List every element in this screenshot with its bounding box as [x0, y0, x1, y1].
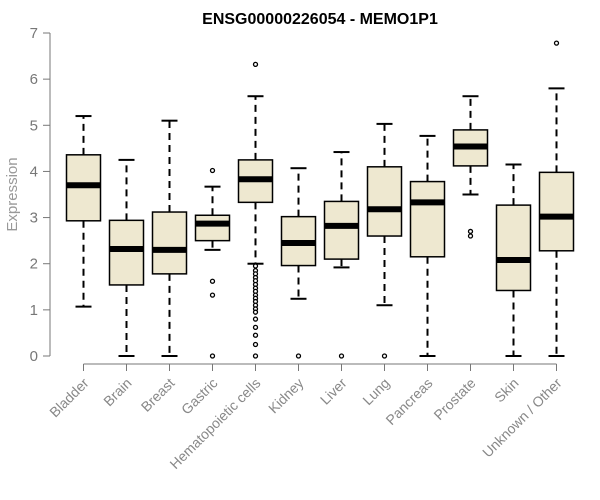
outlier-point: [252, 309, 259, 315]
outlier-point: [209, 292, 216, 298]
outlier-point: [553, 40, 560, 46]
y-tick-label: 5: [30, 117, 38, 134]
outlier-point: [252, 61, 259, 68]
box-breast: [151, 119, 188, 357]
outlier-point: [338, 353, 345, 359]
iqr-box: [409, 180, 446, 258]
y-tick-label: 0: [30, 348, 38, 365]
iqr-box: [151, 211, 188, 275]
x-tick-label: Prostate: [430, 375, 478, 423]
x-tick-label: Kidney: [265, 375, 307, 417]
x-tick-label: Gastric: [178, 375, 221, 418]
outlier-point: [295, 353, 302, 359]
box-pancreas: [409, 134, 446, 357]
y-axis-label: Expression: [4, 157, 21, 231]
box-skin: [495, 163, 532, 357]
iqr-box: [538, 171, 575, 252]
y-tick-label: 7: [30, 25, 38, 42]
outlier-point: [252, 353, 259, 359]
chart-title: ENSG00000226054 - MEMO1P1: [202, 11, 438, 28]
boxes: [65, 40, 575, 359]
outlier-point: [209, 278, 216, 284]
x-tick-label: Bladder: [46, 375, 92, 421]
outlier-point: [252, 316, 259, 322]
x-tick-label: Pancreas: [382, 375, 435, 428]
outlier-point: [252, 263, 259, 269]
box-prostate: [452, 95, 489, 239]
x-tick-label: Breast: [138, 375, 178, 415]
x-tick-label: Liver: [317, 375, 350, 408]
outlier-point: [467, 233, 474, 239]
outlier-point: [381, 353, 388, 359]
iqr-box: [194, 214, 231, 242]
x-tick-label: Brain: [100, 375, 134, 409]
box-gastric: [194, 167, 231, 359]
outlier-point: [467, 228, 474, 235]
x-tick-label: Skin: [491, 375, 522, 406]
outlier-point: [209, 167, 216, 174]
box-lung: [366, 122, 403, 359]
y-axis: 0 1 2 3 4 5 6 7: [30, 25, 51, 365]
box-hematopoietic-cells: [237, 61, 274, 359]
y-tick-label: 6: [30, 71, 38, 88]
outlier-point: [252, 332, 259, 338]
outlier-point: [209, 353, 216, 359]
iqr-box: [323, 200, 360, 260]
box-liver: [323, 151, 360, 359]
box-brain: [108, 158, 145, 357]
box-kidney: [280, 167, 317, 359]
box-unknown-other: [538, 40, 575, 357]
iqr-box: [108, 219, 145, 286]
y-tick-label: 2: [30, 256, 38, 273]
iqr-box: [366, 166, 403, 237]
iqr-box: [495, 204, 532, 292]
y-tick-label: 1: [30, 302, 38, 319]
outlier-point: [252, 341, 259, 348]
outlier-point: [252, 324, 259, 331]
box-bladder: [65, 115, 102, 308]
y-tick-label: 3: [30, 210, 38, 227]
x-tick-label: Lung: [359, 375, 392, 408]
y-tick-label: 4: [30, 163, 38, 180]
x-tick-label: Unknown / Other: [479, 375, 565, 461]
